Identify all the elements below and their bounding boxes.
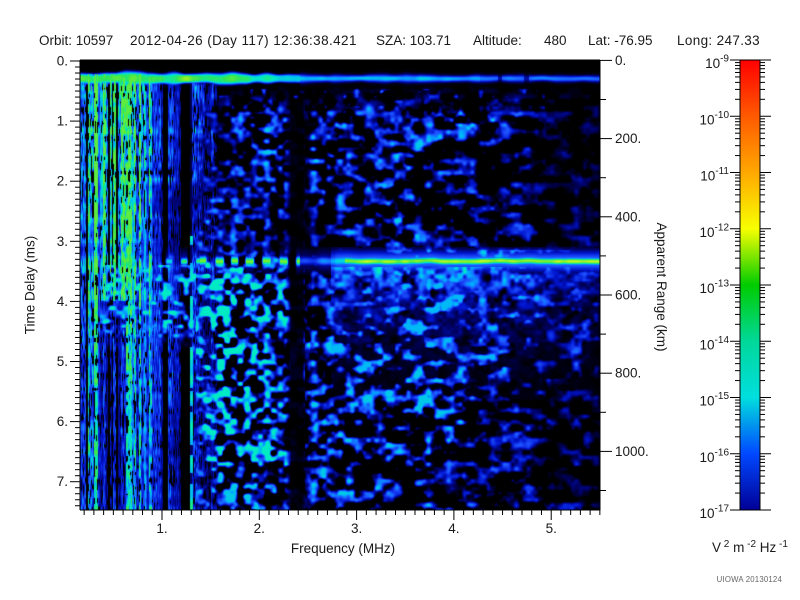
- svg-text:1.: 1.: [156, 521, 167, 536]
- svg-text:2.: 2.: [57, 174, 68, 189]
- svg-text:5.: 5.: [546, 521, 557, 536]
- svg-text:10-11: 10-11: [700, 166, 729, 184]
- svg-text:0.: 0.: [57, 54, 68, 69]
- svg-text:6.: 6.: [57, 414, 68, 429]
- svg-text:7.: 7.: [57, 474, 68, 489]
- svg-text:400.: 400.: [615, 209, 641, 224]
- svg-text:UIOWA 20130124: UIOWA 20130124: [717, 575, 783, 584]
- svg-text:200.: 200.: [615, 131, 641, 146]
- svg-text:5.: 5.: [57, 354, 68, 369]
- svg-text:10-15: 10-15: [700, 391, 730, 409]
- svg-text:600.: 600.: [615, 288, 641, 303]
- svg-text:10-9: 10-9: [705, 54, 729, 72]
- svg-text:2.: 2.: [254, 521, 265, 536]
- svg-text:3.: 3.: [57, 234, 68, 249]
- svg-text:800.: 800.: [615, 366, 641, 381]
- svg-text:1.: 1.: [57, 114, 68, 129]
- svg-text:10-14: 10-14: [700, 335, 730, 353]
- svg-text:4.: 4.: [448, 521, 459, 536]
- svg-text:4.: 4.: [57, 294, 68, 309]
- svg-text:10-17: 10-17: [700, 504, 730, 522]
- svg-text:10-12: 10-12: [700, 222, 730, 240]
- svg-text:Frequency (MHz): Frequency (MHz): [291, 541, 395, 556]
- svg-text:Apparent Range (km): Apparent Range (km): [654, 222, 669, 351]
- svg-text:10-16: 10-16: [700, 447, 730, 465]
- svg-text:V 2 m -2 Hz -1: V 2 m -2 Hz -1: [712, 539, 788, 555]
- svg-text:1000.: 1000.: [615, 444, 649, 459]
- svg-text:3.: 3.: [351, 521, 362, 536]
- svg-text:0.: 0.: [615, 53, 626, 68]
- svg-text:10-13: 10-13: [700, 279, 730, 297]
- svg-text:10-10: 10-10: [700, 110, 730, 128]
- svg-text:Time Delay (ms): Time Delay (ms): [23, 236, 38, 335]
